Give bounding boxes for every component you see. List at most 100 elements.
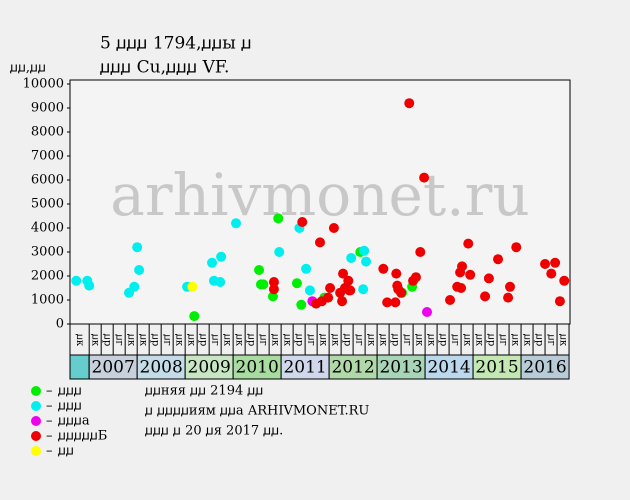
- point: [216, 251, 227, 262]
- point: [134, 265, 145, 275]
- point: [457, 261, 468, 272]
- point: [71, 275, 82, 286]
- point: [410, 272, 421, 283]
- point: [493, 254, 504, 265]
- point: [358, 284, 369, 295]
- point: [404, 98, 415, 109]
- point: [325, 283, 336, 293]
- year-label: 2016: [523, 358, 566, 378]
- point: [296, 299, 307, 310]
- point: [215, 277, 226, 287]
- quarter-label: ꙡк: [462, 334, 473, 347]
- year-label: 2014: [427, 358, 470, 378]
- point: [546, 268, 557, 279]
- quarter-label: ꙡк: [126, 334, 137, 347]
- quarter-label: ꙡр: [342, 334, 353, 347]
- year-label: 2007: [92, 358, 135, 378]
- y-tick-label: 0: [56, 317, 64, 332]
- point: [463, 238, 474, 249]
- point: [415, 247, 426, 257]
- point: [291, 278, 302, 289]
- y-tick-label: 6000: [31, 173, 64, 188]
- point: [343, 275, 354, 286]
- quarter-label: ꙡр: [198, 334, 209, 347]
- point: [378, 263, 389, 274]
- quarter-label: ꙡг: [258, 334, 269, 345]
- point: [328, 223, 339, 233]
- year-label: 2010: [236, 358, 279, 378]
- legend-marker: [31, 446, 41, 456]
- quarter-label: ꙡк: [522, 334, 533, 347]
- quarter-label: ꙡг: [498, 334, 509, 345]
- point: [390, 297, 401, 308]
- y-tick-label: 4000: [31, 221, 64, 236]
- y-axis-label: ꙡꙡ,ꙡꙡ: [10, 61, 46, 76]
- legend-dash: –: [46, 429, 53, 444]
- year-label: 2013: [379, 358, 422, 378]
- legend-dash: –: [46, 399, 53, 414]
- y-tick-label: 3000: [31, 245, 64, 260]
- legend-dash: –: [46, 444, 53, 459]
- year-band: [232, 354, 282, 380]
- y-tick-label: 9000: [31, 101, 64, 116]
- point: [396, 287, 407, 298]
- quarter-label: ꙡр: [102, 334, 113, 347]
- point: [345, 285, 356, 296]
- point: [422, 307, 433, 317]
- quarter-label: ꙡр: [390, 334, 401, 347]
- point: [359, 245, 370, 256]
- quarter-label: ꙡг: [354, 334, 365, 345]
- point: [483, 273, 494, 284]
- point: [323, 292, 334, 303]
- chart-subtitle: ꙡꙡꙡ Cu,ꙡꙡꙡ VF.: [100, 58, 229, 78]
- legend-marker: [31, 431, 41, 441]
- point: [268, 277, 279, 287]
- quarter-label: ꙡк: [426, 334, 437, 347]
- quarter-label: ꙡк: [474, 334, 485, 347]
- point: [391, 268, 402, 279]
- note: ꙡꙡꙡ ꙡ 20 ꙡя 2017 ꙡꙡ.: [145, 424, 283, 439]
- quarter-label: ꙡг: [546, 334, 557, 345]
- point: [207, 257, 218, 268]
- quarter-label: ꙡр: [438, 334, 449, 347]
- lead-band: [69, 354, 90, 380]
- year-label: 2012: [331, 358, 374, 378]
- legend-marker: [31, 416, 41, 426]
- y-tick-label: 1000: [31, 293, 64, 308]
- quarter-label: ꙡр: [486, 334, 497, 347]
- point: [268, 284, 279, 295]
- quarter-label: ꙡк: [366, 334, 377, 347]
- quarter-label: ꙡк: [186, 334, 197, 347]
- y-tick-label: 8000: [31, 125, 64, 140]
- point: [503, 292, 514, 303]
- quarter-label: ꙡк: [318, 334, 329, 347]
- point: [419, 172, 430, 183]
- quarter-label: ꙡр: [246, 334, 257, 347]
- note: ꙡꙡняя ꙡꙡ 2194 ꙡꙡ: [145, 384, 263, 399]
- quarter-label: ꙡк: [74, 334, 85, 347]
- quarter-label: ꙡр: [294, 334, 305, 347]
- point: [189, 311, 200, 322]
- y-tick-label: 5000: [31, 197, 64, 212]
- quarter-label: ꙡр: [534, 334, 545, 347]
- point: [187, 281, 198, 292]
- quarter-label: ꙡг: [450, 334, 461, 345]
- quarter-label: ꙡг: [402, 334, 413, 345]
- legend-label: ꙡꙡꙡꙡꙡБ: [58, 429, 107, 444]
- point: [301, 263, 312, 274]
- point: [550, 257, 561, 268]
- point: [559, 275, 570, 286]
- point: [273, 213, 284, 224]
- point: [231, 218, 242, 229]
- quarter-label: ꙡк: [138, 334, 149, 347]
- y-tick-label: 2000: [31, 269, 64, 284]
- point: [129, 281, 140, 292]
- quarter-label: ꙡг: [162, 334, 173, 345]
- legend-label: ꙡꙡꙡ: [58, 384, 82, 399]
- legend-label: ꙡꙡꙡ: [58, 399, 82, 414]
- year-label: 2008: [140, 358, 183, 378]
- plot-area: [69, 79, 571, 325]
- quarter-label: ꙡк: [510, 334, 521, 347]
- legend-dash: –: [46, 414, 53, 429]
